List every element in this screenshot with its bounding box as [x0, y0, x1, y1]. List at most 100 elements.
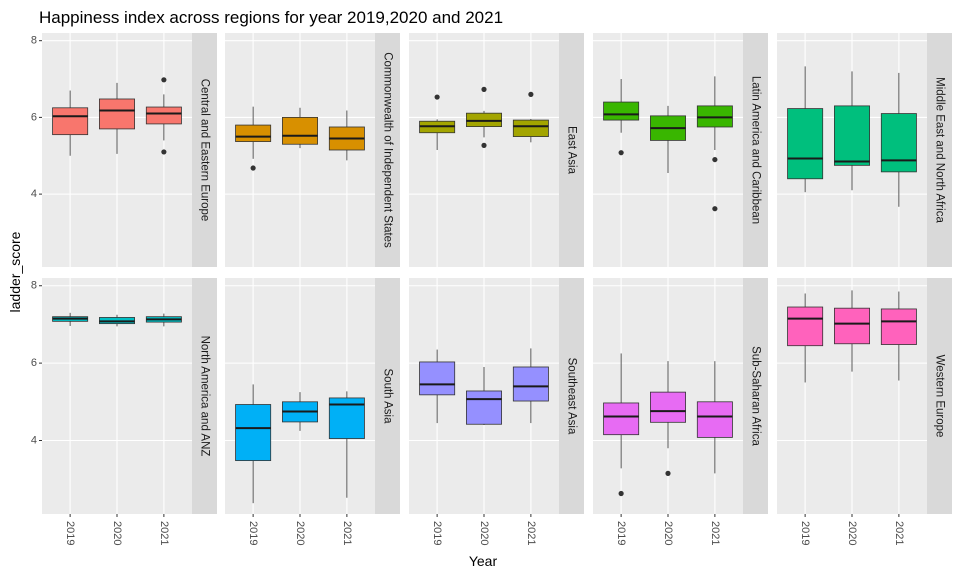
box-iqr — [880, 308, 917, 345]
facet-strip — [559, 278, 584, 514]
x-tick-label: 2021 — [525, 521, 537, 545]
box-iqr — [834, 307, 870, 345]
box-iqr — [99, 98, 135, 130]
box — [52, 90, 89, 156]
box — [282, 392, 318, 431]
box — [282, 107, 318, 149]
x-axis-title: Year — [469, 553, 498, 569]
box-iqr — [235, 124, 272, 142]
box — [52, 312, 89, 326]
box — [603, 79, 640, 156]
facet-label: East Asia — [566, 126, 578, 175]
x-tick-label: 2021 — [893, 521, 905, 545]
y-tick-label: 6 — [31, 111, 37, 123]
facet-panels: Central and Eastern Europe 4 6 8 Commonwealt… — [31, 33, 952, 545]
box — [787, 66, 824, 193]
box-iqr — [282, 116, 318, 145]
facet-label: Sub-Saharan Africa — [750, 346, 762, 446]
box-iqr — [419, 361, 456, 396]
box-iqr — [834, 105, 870, 166]
box — [145, 313, 182, 327]
x-tick-label: 2021 — [709, 521, 721, 545]
outlier-point — [712, 156, 718, 163]
box — [328, 110, 365, 161]
box-iqr — [880, 113, 917, 173]
y-tick-label: 8 — [31, 35, 37, 47]
box — [650, 105, 686, 174]
facet-strip — [375, 33, 400, 267]
outlier-point — [665, 470, 671, 476]
x-tick-label: 2021 — [158, 521, 170, 545]
facet-label: Commonwealth of Independent States — [382, 52, 394, 248]
outlier-point — [481, 142, 487, 148]
outlier-point — [712, 206, 718, 212]
x-tick-label: 2020 — [846, 521, 858, 545]
y-tick-label: 4 — [31, 188, 37, 200]
box — [880, 72, 917, 207]
box — [99, 314, 135, 327]
box-iqr — [52, 107, 89, 136]
box — [787, 293, 824, 383]
box — [328, 391, 365, 498]
facet-strip — [375, 278, 400, 514]
box-iqr — [787, 108, 824, 180]
facet-strip — [927, 278, 952, 514]
facet-panel: East Asia — [409, 33, 584, 267]
x-tick-label: 2019 — [431, 521, 443, 545]
box-iqr — [650, 391, 686, 423]
box-iqr — [235, 404, 272, 462]
box — [880, 291, 917, 381]
box — [696, 76, 733, 212]
box — [419, 94, 456, 150]
box-iqr — [603, 101, 640, 121]
y-tick-label: 4 — [31, 434, 37, 446]
x-tick-label: 2020 — [478, 521, 490, 545]
facet-label: North America and ANZ — [199, 336, 211, 457]
facet-strip — [743, 33, 768, 267]
outlier-point — [528, 91, 534, 97]
box — [512, 91, 549, 143]
x-tick-label: 2019 — [247, 521, 259, 545]
facet-label: Middle East and North Africa — [934, 77, 946, 223]
outlier-point — [250, 165, 256, 171]
box-iqr — [145, 106, 182, 125]
y-tick-label: 6 — [31, 357, 37, 369]
box — [466, 86, 502, 148]
chart-title: Happiness index across regions for year … — [39, 8, 503, 27]
facet-panel: Southeast Asia 2019 2020 2021 — [409, 278, 584, 545]
facet-label: Western Europe — [934, 355, 946, 438]
outlier-point — [618, 150, 624, 156]
box — [466, 366, 502, 426]
facet-panel: Western Europe 2019 2020 2021 — [777, 278, 952, 545]
facet-strip — [192, 33, 217, 267]
box — [235, 384, 272, 504]
x-tick-label: 2019 — [799, 521, 811, 545]
x-tick-label: 2020 — [662, 521, 674, 545]
box — [650, 361, 686, 476]
y-tick-label: 8 — [31, 280, 37, 292]
facet-label: Southeast Asia — [566, 358, 578, 435]
box-iqr — [787, 306, 824, 347]
outlier-point — [434, 94, 440, 100]
facet-panel: South Asia 2019 2020 2021 — [225, 278, 400, 545]
box-iqr — [512, 366, 549, 402]
box — [512, 348, 549, 424]
facet-label: South Asia — [382, 369, 394, 425]
x-tick-label: 2020 — [111, 521, 123, 545]
box — [603, 353, 640, 497]
outlier-point — [161, 149, 167, 155]
x-tick-label: 2020 — [294, 521, 306, 545]
facet-panel: Central and Eastern Europe 4 6 8 — [31, 33, 217, 267]
facet-panel: Middle East and North Africa — [777, 33, 952, 267]
outlier-point — [161, 77, 167, 83]
box — [145, 77, 182, 155]
facet-strip — [927, 33, 952, 267]
x-tick-label: 2019 — [615, 521, 627, 545]
box-iqr — [466, 390, 502, 425]
facet-label: Central and Eastern Europe — [199, 79, 211, 222]
y-axis-title: ladder_score — [7, 231, 23, 312]
box-iqr — [603, 402, 640, 436]
facet-panel: Sub-Saharan Africa 2019 2020 2021 — [593, 278, 768, 545]
box — [834, 71, 870, 191]
